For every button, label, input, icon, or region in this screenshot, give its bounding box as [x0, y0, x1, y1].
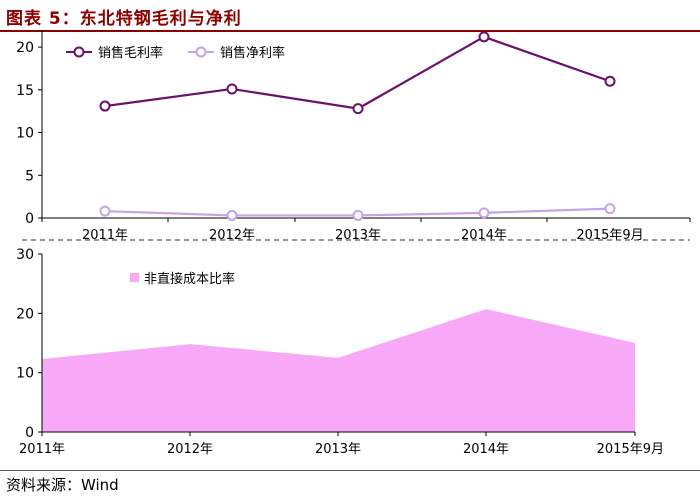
net-margin-point — [226, 209, 238, 221]
gross-margin-point — [226, 83, 238, 95]
legend-swatch — [130, 273, 139, 282]
y-tick-label: 0 — [25, 425, 34, 441]
x-tick-label: 2012年 — [209, 228, 255, 243]
y-tick-label: 5 — [25, 168, 34, 184]
gross-margin-point — [99, 100, 111, 112]
gross-margin-point — [604, 75, 616, 87]
x-tick-label: 2013年 — [335, 228, 381, 243]
legend-swatch-marker — [73, 46, 85, 58]
non-direct-cost-area — [42, 309, 635, 432]
gross-margin-line — [104, 35, 611, 110]
legend-label: 销售净利率 — [220, 45, 285, 61]
x-tick-label: 2013年 — [315, 442, 361, 457]
legend-swatch-marker — [195, 46, 207, 58]
y-tick-label: 10 — [16, 366, 34, 382]
y-tick-label: 10 — [16, 126, 34, 142]
x-tick-label: 2015年9月 — [597, 442, 664, 457]
legend-label: 非直接成本比率 — [144, 271, 235, 287]
legend-label: 销售毛利率 — [98, 45, 163, 61]
x-tick-label: 2015年9月 — [576, 228, 643, 243]
gross-margin-point — [352, 103, 364, 115]
chart-title: 图表 5：东北特钢毛利与净利 — [6, 9, 242, 29]
y-tick-label: 0 — [25, 211, 34, 227]
title-divider — [0, 30, 700, 32]
y-tick-label: 20 — [16, 306, 34, 322]
net-margin-point — [478, 207, 490, 219]
gross-margin-point — [478, 31, 490, 43]
x-tick-label: 2014年 — [463, 442, 509, 457]
x-tick-label: 2014年 — [461, 228, 507, 243]
y-tick-label: 20 — [16, 40, 34, 56]
y-tick-label: 15 — [16, 83, 34, 99]
x-tick-label: 2012年 — [167, 442, 213, 457]
source-divider — [0, 470, 700, 471]
y-tick-label: 30 — [16, 247, 34, 263]
net-margin-point — [352, 209, 364, 221]
net-margin-point — [99, 205, 111, 217]
x-tick-label: 2011年 — [19, 442, 65, 457]
x-tick-label: 2011年 — [82, 228, 128, 243]
area-chart: 0 10 20 30 2011年 2012年 2013年 2014年 2015年9月 非直接成本比… — [16, 247, 664, 457]
line-chart: 0 5 10 15 20 2011年 2012年 2013年 2014年 2015年9月 销售毛利率… — [16, 30, 691, 243]
chart-canvas: 0 5 10 15 20 2011年 2012年 2013年 2014年 2015年9月 销售毛利率… — [16, 30, 691, 457]
source-note: 资料来源：Wind — [6, 476, 119, 494]
net-margin-point — [604, 203, 616, 215]
